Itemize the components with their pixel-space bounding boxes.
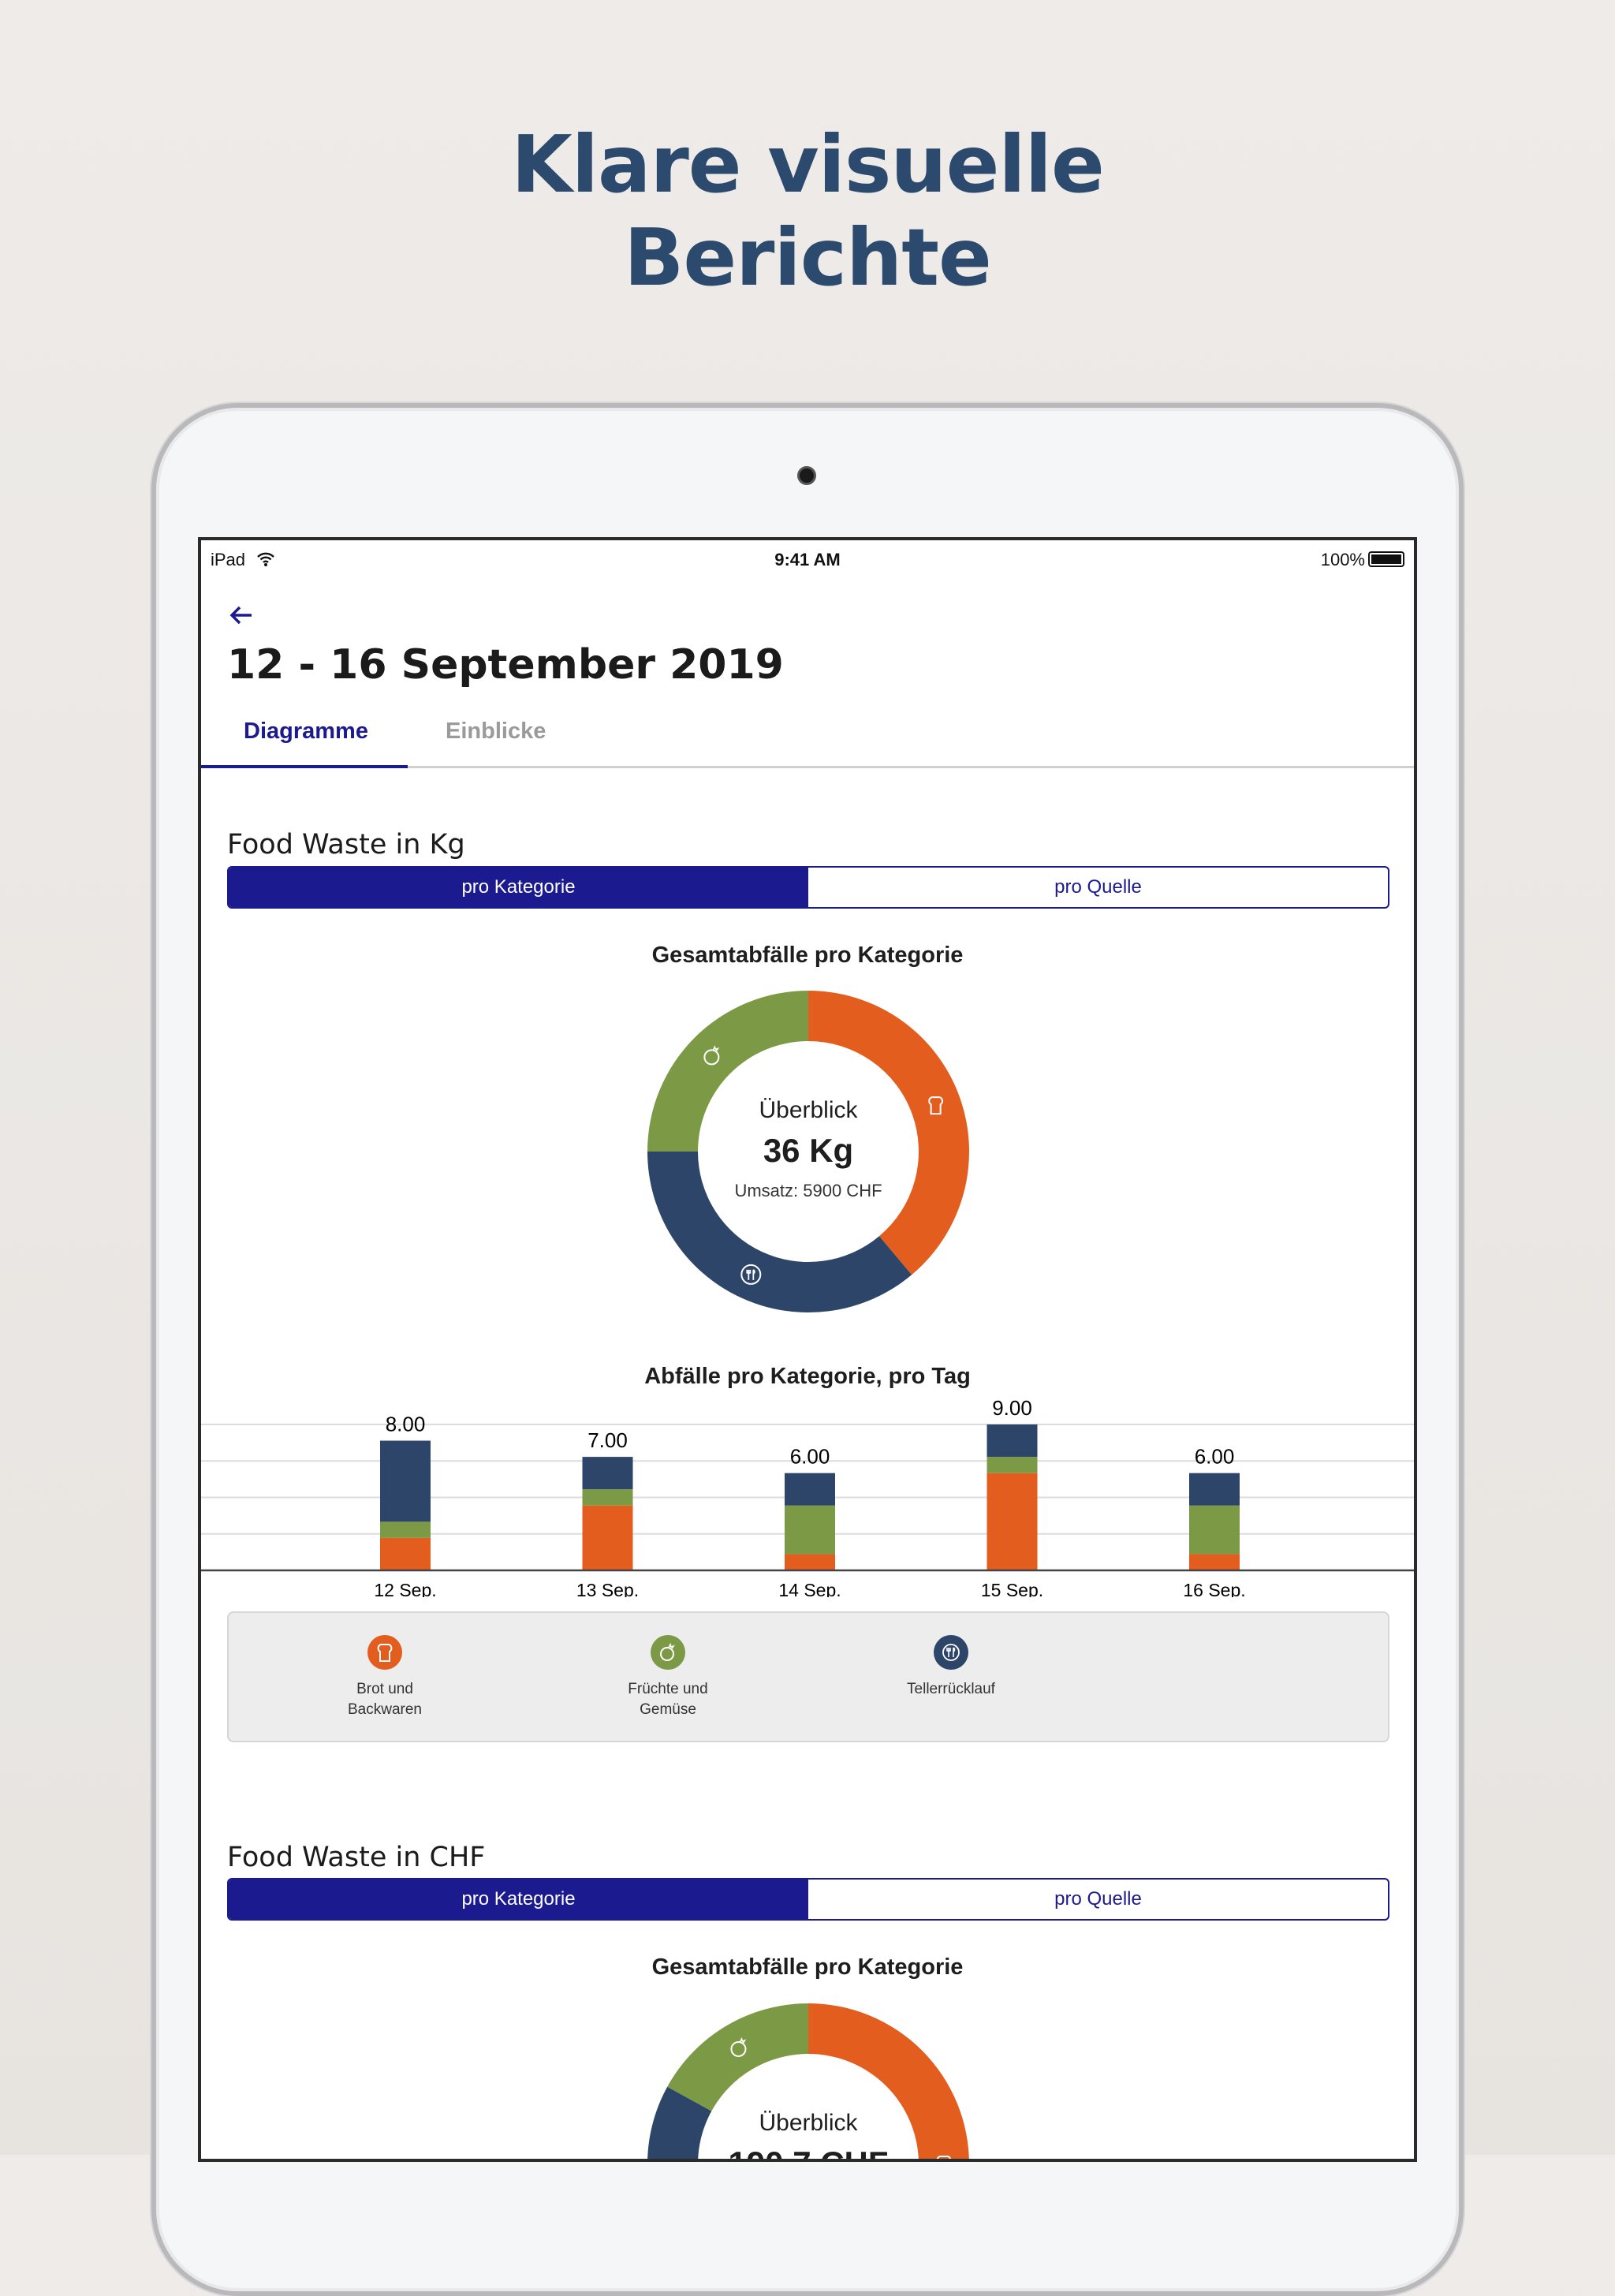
tomato-icon bbox=[703, 1045, 720, 1066]
donut-overview-label: Überblick bbox=[759, 1097, 858, 1123]
status-time: 9:41 AM bbox=[774, 550, 841, 569]
donut-title-chf: Gesamtabfälle pro Kategorie bbox=[651, 1954, 964, 1980]
segmented-control-kg: pro Kategorie pro Quelle bbox=[227, 866, 1389, 909]
donut-segment bbox=[808, 991, 969, 1275]
bar-segment bbox=[785, 1554, 835, 1570]
donut-revenue: Umsatz: 5900 CHF bbox=[734, 1181, 882, 1200]
legend-label: Brot und bbox=[356, 1681, 413, 1697]
bar-segment bbox=[987, 1457, 1038, 1473]
bar-segment bbox=[785, 1473, 835, 1506]
active-tab-indicator bbox=[201, 765, 408, 768]
segmented-control-chf: pro Kategorie pro Quelle bbox=[227, 1878, 1389, 1921]
x-tick-label: 16 Sep. bbox=[1183, 1580, 1245, 1597]
status-battery-text: 100% bbox=[1320, 550, 1365, 569]
headline-line-1: Klare visuelle bbox=[511, 118, 1105, 211]
segment-pro-kategorie[interactable]: pro Kategorie bbox=[229, 1880, 808, 1919]
fork-knife-icon bbox=[740, 1264, 762, 1285]
bar-segment bbox=[380, 1537, 431, 1570]
bar-segment bbox=[785, 1505, 835, 1555]
x-tick-label: 15 Sep. bbox=[981, 1580, 1043, 1597]
page-title: 12 - 16 September 2019 bbox=[227, 641, 784, 689]
donut-chart-chf bbox=[647, 2003, 969, 2159]
bar-segment bbox=[987, 1473, 1038, 1570]
donut-segment bbox=[647, 2086, 712, 2159]
bar-segment bbox=[582, 1489, 633, 1506]
back-arrow-icon[interactable] bbox=[228, 602, 255, 629]
donut-chart-kg bbox=[647, 991, 969, 1312]
status-device: iPad bbox=[211, 550, 246, 569]
battery-icon bbox=[1368, 551, 1404, 567]
bread-icon bbox=[367, 1635, 402, 1670]
chart-legend: Brot und Backwaren Früchte und Gemüse Te… bbox=[227, 1611, 1389, 1742]
donut-segment bbox=[667, 2003, 808, 2111]
tab-diagramme[interactable]: Diagramme bbox=[244, 719, 368, 744]
x-tick-label: 12 Sep. bbox=[374, 1580, 436, 1597]
donut-title-kg: Gesamtabfälle pro Kategorie bbox=[651, 943, 964, 968]
x-tick-label: 13 Sep. bbox=[576, 1580, 639, 1597]
camera bbox=[797, 466, 816, 485]
bar-segment bbox=[380, 1440, 431, 1522]
tabs-divider bbox=[201, 766, 1414, 768]
donut-segment bbox=[808, 2003, 969, 2159]
donut-overview-label-chf: Überblick bbox=[759, 2110, 858, 2136]
tab-einblicke[interactable]: Einblicke bbox=[446, 719, 546, 744]
bar-value-label: 9.00 bbox=[992, 1396, 1032, 1420]
legend-item-brot: Brot und Backwaren bbox=[306, 1635, 464, 1720]
app-screen: iPad 9:41 AM 100% 12 - 16 September 2019… bbox=[198, 537, 1417, 2162]
segment-pro-quelle[interactable]: pro Quelle bbox=[1054, 876, 1142, 898]
legend-label: Gemüse bbox=[640, 1701, 696, 1718]
bar-segment bbox=[582, 1505, 633, 1570]
bar-value-label: 6.00 bbox=[1195, 1445, 1235, 1469]
x-tick-label: 14 Sep. bbox=[778, 1580, 841, 1597]
section-title-kg: Food Waste in Kg bbox=[227, 829, 465, 861]
bar-value-label: 8.00 bbox=[386, 1413, 426, 1436]
bread-icon bbox=[928, 1096, 944, 1115]
segment-pro-quelle[interactable]: pro Quelle bbox=[1054, 1888, 1142, 1910]
legend-label: Tellerrücklauf bbox=[907, 1681, 995, 1697]
tomato-icon bbox=[730, 2037, 747, 2057]
donut-segment bbox=[647, 1152, 912, 1312]
bar-segment bbox=[987, 1424, 1038, 1458]
donut-total-chf: 190.7 CHF bbox=[651, 2145, 966, 2159]
wifi-icon bbox=[257, 552, 274, 566]
bar-segment bbox=[1189, 1473, 1240, 1506]
segment-pro-kategorie[interactable]: pro Kategorie bbox=[229, 868, 808, 907]
bar-segment bbox=[582, 1457, 633, 1490]
legend-item-fruechte: Früchte und Gemüse bbox=[589, 1635, 747, 1720]
donut-segment bbox=[647, 991, 808, 1152]
headline-line-2: Berichte bbox=[624, 211, 992, 304]
bar-value-label: 7.00 bbox=[587, 1428, 628, 1452]
bar-segment bbox=[1189, 1505, 1240, 1555]
tomato-icon bbox=[651, 1635, 685, 1670]
donut-total: 36 Kg bbox=[763, 1132, 854, 1169]
legend-item-teller: Tellerrücklauf bbox=[872, 1635, 1030, 1700]
bar-chart-title: Abfälle pro Kategorie, pro Tag bbox=[644, 1364, 971, 1389]
section-title-chf: Food Waste in CHF bbox=[227, 1842, 486, 1873]
legend-label: Früchte und bbox=[628, 1681, 708, 1697]
bar-value-label: 6.00 bbox=[790, 1445, 830, 1469]
bar-segment bbox=[1189, 1554, 1240, 1570]
legend-label: Backwaren bbox=[348, 1701, 422, 1718]
fork-knife-icon bbox=[934, 1635, 968, 1670]
stacked-bar-chart: 8.00 12 Sep. 7.00 13 Sep. 6.00 14 Sep. 9.00 15 … bbox=[201, 1396, 1414, 1597]
bar-segment bbox=[380, 1521, 431, 1538]
